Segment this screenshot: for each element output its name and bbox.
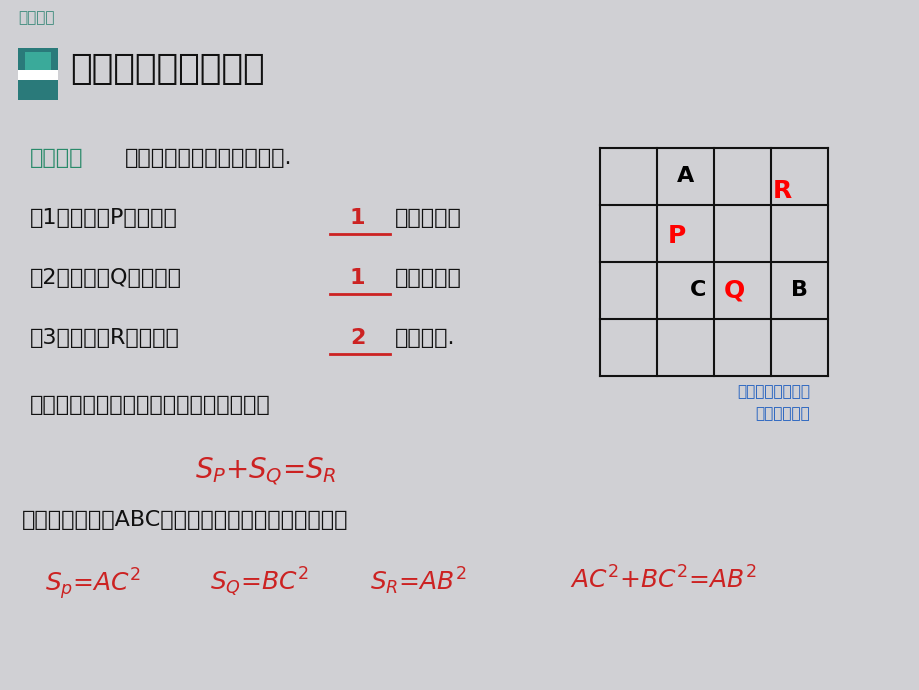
- Text: B: B: [790, 281, 807, 301]
- Text: $S_P$+$S_Q$=$S_R$: $S_P$+$S_Q$=$S_R$: [195, 455, 336, 487]
- Text: R: R: [772, 179, 791, 203]
- Text: 2: 2: [349, 328, 365, 348]
- Text: 平方厘米；: 平方厘米；: [394, 208, 461, 228]
- Text: （3）正方形R的面积是: （3）正方形R的面积是: [30, 328, 180, 348]
- Text: $S_R$=$AB^2$: $S_R$=$AB^2$: [369, 566, 467, 598]
- Text: 上面三个正方形的面积之间有什么关系？: 上面三个正方形的面积之间有什么关系？: [30, 395, 270, 415]
- Bar: [25, 52, 51, 78]
- Text: （图中每一格代表: （图中每一格代表: [736, 384, 809, 399]
- Text: 1: 1: [349, 268, 365, 288]
- Text: 平方厘米.: 平方厘米.: [394, 328, 455, 348]
- Text: P: P: [667, 224, 686, 248]
- Text: 勾股定理的初步认识: 勾股定理的初步认识: [70, 52, 265, 86]
- Text: $AC^2$+$BC^2$=$AB^2$: $AC^2$+$BC^2$=$AB^2$: [570, 566, 756, 593]
- Text: 做一做：: 做一做：: [30, 148, 84, 168]
- Text: 观察正方形瓷砖铺成的地面.: 观察正方形瓷砖铺成的地面.: [125, 148, 292, 168]
- Text: 一平方厘米）: 一平方厘米）: [754, 406, 809, 421]
- Text: 等腰直角三角形ABC三边长度之间存在什么关系吗？: 等腰直角三角形ABC三边长度之间存在什么关系吗？: [22, 510, 348, 530]
- Text: 1: 1: [349, 208, 365, 228]
- Text: $S_Q$=$BC^2$: $S_Q$=$BC^2$: [210, 566, 309, 600]
- Text: A: A: [676, 166, 693, 186]
- Bar: [18, 48, 58, 100]
- Text: 平方厘米；: 平方厘米；: [394, 268, 461, 288]
- Text: $S_p$=$AC^2$: $S_p$=$AC^2$: [45, 566, 142, 602]
- Text: C: C: [689, 281, 706, 301]
- Bar: [599, 148, 827, 376]
- Text: （2）正方形Q的面积是: （2）正方形Q的面积是: [30, 268, 182, 288]
- Bar: [18, 70, 58, 80]
- Text: 讲授新课: 讲授新课: [18, 10, 54, 25]
- Text: Q: Q: [722, 279, 743, 302]
- Text: （1）正方形P的面积是: （1）正方形P的面积是: [30, 208, 177, 228]
